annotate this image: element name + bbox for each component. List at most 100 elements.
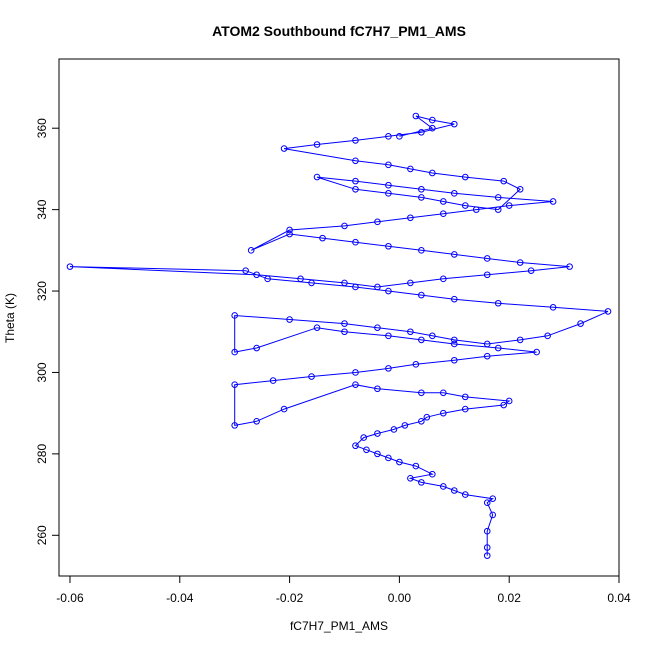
- data-point: [352, 238, 359, 246]
- data-point: [483, 499, 491, 507]
- data-point: [319, 234, 326, 242]
- data-point: [440, 409, 447, 417]
- data-point: [483, 544, 491, 551]
- data-point: [352, 137, 359, 144]
- data-point: [440, 483, 447, 490]
- y-tick-label: 360: [35, 118, 49, 138]
- data-point: [440, 198, 447, 205]
- data-point: [385, 365, 392, 372]
- data-point: [500, 401, 508, 409]
- data-point: [385, 287, 392, 295]
- data-point: [352, 283, 359, 291]
- data-point: [483, 271, 491, 279]
- plot-frame: [58, 58, 620, 577]
- data-point: [418, 479, 425, 486]
- data-point: [341, 328, 348, 336]
- data-point: [247, 247, 255, 254]
- data-point: [352, 157, 359, 165]
- data-point: [280, 145, 288, 152]
- data-point: [313, 324, 321, 331]
- data-point: [308, 373, 315, 380]
- data-point: [450, 340, 458, 348]
- data-point: [341, 279, 348, 287]
- data-point: [390, 426, 398, 433]
- data-point: [418, 291, 425, 299]
- data-point: [412, 462, 420, 470]
- data-point: [407, 279, 414, 287]
- y-tick-label: 340: [35, 199, 49, 219]
- data-point: [286, 230, 293, 238]
- data-point: [429, 169, 436, 177]
- data-point: [604, 308, 612, 315]
- data-point: [374, 324, 381, 331]
- data-point: [374, 283, 381, 291]
- data-point: [483, 352, 491, 360]
- data-point: [461, 405, 469, 413]
- data-point: [297, 275, 304, 283]
- data-point: [407, 214, 414, 222]
- data-point: [440, 389, 447, 397]
- data-point: [412, 112, 420, 120]
- data-point: [385, 454, 392, 462]
- data-point: [450, 487, 458, 494]
- data-point: [544, 332, 551, 340]
- data-point: [418, 389, 425, 397]
- data-point: [231, 348, 238, 356]
- data-point: [516, 336, 524, 344]
- data-point: [461, 393, 469, 401]
- data-point: [461, 202, 469, 209]
- data-point: [385, 332, 392, 340]
- y-axis: 260 280 300 320 340 360: [35, 118, 59, 545]
- data-point: [374, 385, 381, 393]
- y-tick-label: 300: [35, 362, 49, 382]
- data-point: [440, 210, 447, 217]
- data-point: [231, 312, 238, 319]
- x-tick-label: -0.06: [56, 591, 84, 605]
- data-point: [253, 418, 260, 425]
- data-point: [352, 369, 359, 376]
- data-point: [423, 413, 431, 421]
- data-point: [494, 344, 502, 352]
- data-point: [385, 242, 392, 250]
- data-point: [450, 356, 458, 364]
- data-point: [374, 450, 381, 458]
- data-point: [374, 218, 381, 226]
- data-point: [429, 470, 436, 478]
- x-tick-label: -0.02: [276, 591, 304, 605]
- data-point: [313, 141, 321, 148]
- data-point: [231, 381, 238, 388]
- data-point: [483, 340, 491, 348]
- data-point: [352, 177, 359, 185]
- data-point: [407, 328, 414, 336]
- data-point: [461, 173, 469, 181]
- data-point: [418, 336, 425, 344]
- y-tick-label: 320: [35, 281, 49, 301]
- data-point: [505, 397, 513, 405]
- data-point: [286, 316, 293, 323]
- data-point: [549, 198, 557, 205]
- x-tick-label: 0.02: [498, 591, 522, 605]
- data-point: [472, 206, 480, 213]
- data-point: [429, 116, 436, 124]
- data-point: [483, 552, 491, 559]
- x-tick-label: -0.04: [166, 591, 194, 605]
- series-layer: [66, 112, 612, 559]
- data-point: [418, 128, 425, 136]
- chart-title: ATOM2 Southbound fC7H7_PM1_AMS: [212, 23, 466, 39]
- data-point: [577, 320, 584, 327]
- data-point: [352, 442, 359, 450]
- data-point: [418, 194, 425, 201]
- data-point: [516, 185, 524, 193]
- data-point: [253, 344, 260, 352]
- data-point: [231, 422, 238, 429]
- data-point: [450, 295, 458, 303]
- data-point: [429, 332, 436, 340]
- y-tick-label: 260: [35, 525, 49, 545]
- y-axis-label: Theta (K): [3, 293, 17, 343]
- data-point: [341, 222, 348, 230]
- data-point: [516, 259, 524, 266]
- data-point: [450, 336, 458, 344]
- data-point: [253, 271, 260, 279]
- data-point: [360, 434, 368, 441]
